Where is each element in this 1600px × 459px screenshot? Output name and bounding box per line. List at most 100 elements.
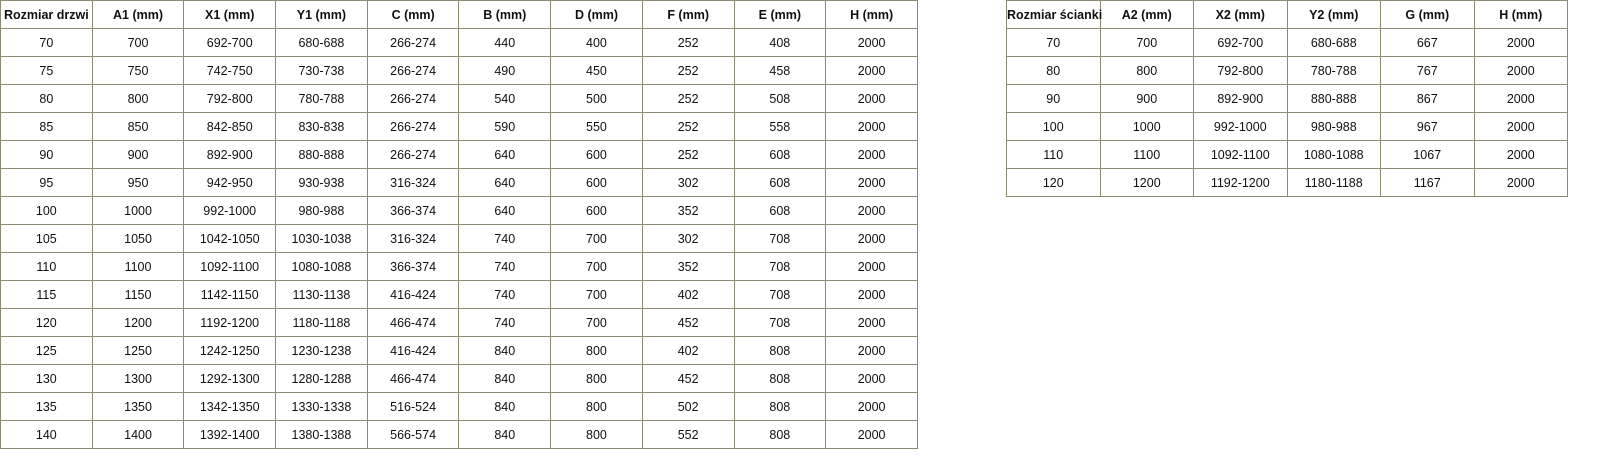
table-cell: 1080-1088 [1286,140,1381,169]
table-cell: 70 [1006,28,1101,57]
table-cell: 502 [641,392,735,421]
table-cell: 700 [1099,28,1194,57]
table-cell: 2000 [1473,168,1568,197]
column-header: B (mm) [458,0,552,29]
table-cell: 402 [641,280,735,309]
table-row: 140 1400 1392-1400 1380-1388 566-574 840 800 55… [0,420,918,449]
table-cell: 95 [0,168,93,197]
table-cell: 892-900 [1193,84,1288,113]
table-cell: 800 [550,420,643,449]
table-cell: 792-800 [183,84,277,113]
table-row: 130 1300 1292-1300 1280-1288 466-474 840 800 45… [0,364,918,393]
table-cell: 640 [458,168,552,197]
table-cell: 1230-1238 [275,336,368,365]
table-cell: 110 [1006,140,1101,169]
table-cell: 942-950 [183,168,277,197]
table-cell: 80 [1006,56,1101,85]
table-cell: 692-700 [183,28,277,57]
table-cell: 2000 [825,112,918,141]
table-cell: 85 [0,112,93,141]
table-cell: 2000 [825,252,918,281]
table-cell: 120 [1006,168,1101,197]
table-row: 125 1250 1242-1250 1230-1238 416-424 840 800 40… [0,336,918,365]
table-cell: 608 [733,168,827,197]
table-row: 70 700 692-700 680-688 667 2000 [1006,28,1568,57]
table-cell: 100 [0,196,93,225]
table-cell: 1342-1350 [183,392,277,421]
table-cell: 842-850 [183,112,277,141]
table-cell: 600 [550,168,643,197]
table-cell: 800 [550,364,643,393]
table-cell: 552 [641,420,735,449]
table-row: 110 1100 1092-1100 1080-1088 366-374 740 700 35… [0,252,918,281]
table-cell: 950 [91,168,185,197]
table-cell: 2000 [1473,28,1568,57]
table-cell: 2000 [1473,84,1568,113]
table-cell: 2000 [825,84,918,113]
table-cell: 980-988 [1286,112,1381,141]
table-cell: 2000 [825,336,918,365]
table-row: 80 800 792-800 780-788 767 2000 [1006,56,1568,85]
table-cell: 850 [91,112,185,141]
table-cell: 80 [0,84,93,113]
table-cell: 1100 [91,252,185,281]
table-cell: 2000 [825,392,918,421]
table-cell: 302 [641,224,735,253]
table-cell: 1250 [91,336,185,365]
table-cell: 1392-1400 [183,420,277,449]
table-cell: 115 [0,280,93,309]
table-row: 120 1200 1192-1200 1180-1188 466-474 740 700 45… [0,308,918,337]
table-cell: 2000 [825,28,918,57]
table-cell: 740 [458,280,552,309]
table-cell: 316-324 [366,168,460,197]
table-row: 110 1100 1092-1100 1080-1088 1067 2000 [1006,140,1568,169]
table-cell: 600 [550,196,643,225]
column-header: G (mm) [1380,0,1475,29]
table-cell: 252 [641,28,735,57]
table-cell: 1067 [1380,140,1475,169]
table-cell: 992-1000 [183,196,277,225]
table-cell: 1150 [91,280,185,309]
table-cell: 750 [91,56,185,85]
table-cell: 1200 [1099,168,1194,197]
table-cell: 366-374 [366,252,460,281]
table-cell: 700 [550,252,643,281]
table-cell: 1000 [1099,112,1194,141]
table-cell: 452 [641,308,735,337]
table-cell: 1000 [91,196,185,225]
table-cell: 730-738 [275,56,368,85]
table-cell: 1292-1300 [183,364,277,393]
table-cell: 808 [733,364,827,393]
table-cell: 1350 [91,392,185,421]
table-cell: 900 [91,140,185,169]
table-cell: 742-750 [183,56,277,85]
table-cell: 608 [733,140,827,169]
table-cell: 880-888 [1286,84,1381,113]
table-cell: 252 [641,140,735,169]
table-cell: 700 [550,280,643,309]
table-cell: 540 [458,84,552,113]
table-cell: 930-938 [275,168,368,197]
table-cell: 780-788 [1286,56,1381,85]
table-cell: 550 [550,112,643,141]
table-cell: 1130-1138 [275,280,368,309]
table-cell: 466-474 [366,308,460,337]
table-cell: 980-988 [275,196,368,225]
table-cell: 1192-1200 [1193,168,1288,197]
table-cell: 516-524 [366,392,460,421]
table-cell: 458 [733,56,827,85]
table-cell: 2000 [825,196,918,225]
table-cell: 508 [733,84,827,113]
table-cell: 2000 [1473,140,1568,169]
table-cell: 640 [458,196,552,225]
table-cell: 302 [641,168,735,197]
table-row: 135 1350 1342-1350 1330-1338 516-524 840 800 50… [0,392,918,421]
table-row: 75 750 742-750 730-738 266-274 490 450 252 458 20… [0,56,918,85]
table-cell: 740 [458,252,552,281]
table-cell: 700 [91,28,185,57]
table-cell: 1330-1338 [275,392,368,421]
table-cell: 566-574 [366,420,460,449]
table-cell: 400 [550,28,643,57]
table-cell: 830-838 [275,112,368,141]
table-cell: 140 [0,420,93,449]
